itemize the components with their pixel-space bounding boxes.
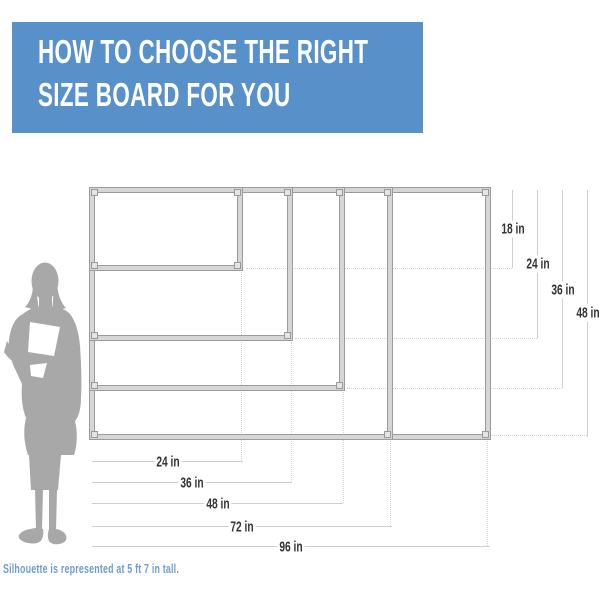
folder-icon — [28, 322, 60, 356]
silhouette-hair-right — [52, 284, 66, 312]
frame-corner-cap — [482, 189, 489, 196]
page-title-line2: SIZE BOARD FOR YOU — [38, 76, 291, 113]
extension-line-24in-height — [295, 338, 537, 339]
silhouette-hair-left — [25, 284, 39, 311]
person-silhouette — [4, 262, 82, 545]
frame-corner-cap — [91, 382, 98, 389]
frame-corner-cap — [284, 189, 291, 196]
extension-line-48in-height — [492, 435, 587, 436]
width-dim-label-24in: 24 in — [153, 453, 182, 470]
silhouette-left-leg — [35, 490, 43, 530]
extension-line-36in-height — [347, 388, 562, 389]
extension-line-96in-width — [487, 441, 488, 546]
height-dim-label-48in: 48 in — [573, 304, 600, 322]
width-dim-label-48in: 48 in — [203, 495, 232, 512]
frame-corner-cap — [91, 431, 98, 438]
extension-line-24in-width — [241, 272, 242, 461]
header-banner: HOW TO CHOOSE THE RIGHT SIZE BOARD FOR Y… — [12, 22, 423, 133]
width-dim-label-96in: 96 in — [277, 538, 305, 555]
frame-corner-cap — [234, 189, 241, 196]
frame-corner-cap — [91, 332, 98, 339]
frame-corner-cap — [91, 262, 98, 269]
width-dim-line-72in: 72 in — [92, 518, 392, 535]
extension-line-18in — [246, 268, 512, 269]
footer-note: Silhouette is represented at 5 ft 7 in t… — [3, 561, 180, 576]
height-dim-line-36in: 36 in — [548, 190, 577, 388]
silhouette-neck — [39, 292, 52, 309]
silhouette-left-foot — [18, 528, 44, 544]
page-title: HOW TO CHOOSE THE RIGHT SIZE BOARD FOR Y… — [38, 30, 368, 116]
height-dim-line-24in: 24 in — [523, 190, 552, 338]
page-title-line1: HOW TO CHOOSE THE RIGHT — [38, 33, 369, 70]
width-dim-label-36in: 36 in — [178, 474, 206, 491]
frame-corner-cap — [384, 431, 391, 438]
frame-corner-cap — [91, 189, 98, 196]
board-24x18-frame — [90, 188, 242, 270]
frame-corner-cap — [384, 189, 391, 196]
frame-corner-cap — [234, 262, 241, 269]
width-dim-label-72in: 72 in — [228, 518, 256, 535]
folder-corner — [30, 363, 47, 378]
height-dim-label-36in: 36 in — [548, 281, 577, 299]
silhouette-right-foot — [47, 529, 67, 545]
extension-line-36in-width — [291, 342, 292, 482]
frame-corner-cap — [336, 189, 343, 196]
silhouette-head — [31, 262, 59, 300]
silhouette-torso — [8, 306, 82, 455]
frame-corner-cap — [284, 332, 291, 339]
width-dim-line-48in: 48 in — [92, 495, 343, 512]
height-dim-line-18in: 18 in — [498, 190, 527, 268]
extension-line-48in-width — [343, 392, 344, 503]
width-dim-line-36in: 36 in — [92, 474, 292, 491]
silhouette-right-leg — [49, 490, 57, 530]
frame-corner-cap — [482, 431, 489, 438]
width-dim-line-96in: 96 in — [92, 538, 490, 555]
width-dim-line-24in: 24 in — [92, 453, 243, 470]
silhouette-skirt — [29, 455, 61, 490]
height-dim-line-48in: 48 in — [573, 190, 600, 437]
height-dim-label-24in: 24 in — [523, 255, 552, 273]
extension-line-72in-width — [390, 441, 391, 526]
height-dim-label-18in: 18 in — [498, 220, 527, 238]
frame-corner-cap — [336, 382, 343, 389]
